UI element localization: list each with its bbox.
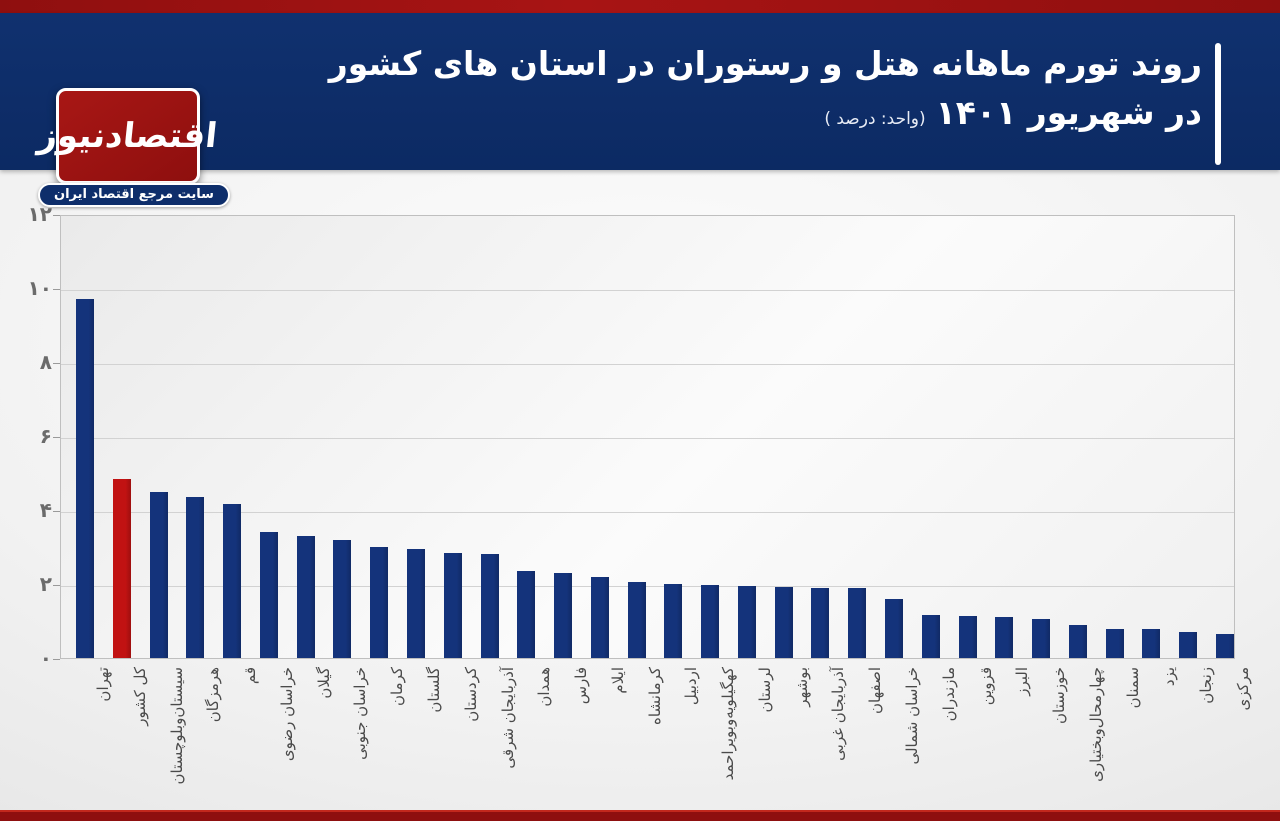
x-tick-label-7: خراسان جنوبی (351, 667, 370, 760)
y-tick-label: ۲ (39, 572, 52, 596)
top-red-strip (0, 0, 1280, 13)
title-accent-bar (1215, 43, 1221, 165)
y-tick-label: ۶ (39, 424, 52, 448)
x-tick-label-29: یزد (1160, 667, 1179, 687)
bar-chart: ۰ ۲ ۴ ۶ ۸ ۱۰ ۱۲ تهران کل کشور سیستان‌وبلوچستان هر… (0, 170, 1280, 812)
bar-3 (186, 497, 205, 658)
x-tick-label-0: تهران (94, 667, 112, 702)
x-tick-label-8: کرمان (388, 667, 407, 707)
gridline (61, 586, 1234, 587)
x-tick-label-1: کل کشور (130, 667, 149, 726)
y-tick-mark (53, 659, 60, 660)
bar-18 (737, 585, 756, 658)
bar-14 (590, 576, 609, 658)
title-month: در شهریور ۱۴۰۱ (935, 92, 1202, 132)
bar-11 (480, 554, 499, 658)
x-tick-label-30: زنجان (1197, 667, 1216, 704)
gridline (61, 290, 1234, 291)
header-banner: روند تورم ماهانه هتل و رستوران در استان … (0, 13, 1280, 170)
bar-7 (333, 539, 352, 658)
x-tick-label-11: آذربایجان شرقی (498, 667, 517, 769)
x-tick-label-2: سیستان‌وبلوچستان (167, 667, 186, 785)
x-tick-label-23: مازندران (939, 667, 958, 722)
title-block: روند تورم ماهانه هتل و رستوران در استان … (329, 40, 1202, 137)
bar-6 (296, 535, 315, 658)
bar-8 (370, 547, 389, 658)
gridline (61, 438, 1234, 439)
bar-17 (701, 585, 720, 658)
x-tick-label-5: خراسان رضوی (277, 667, 296, 762)
bottom-red-strip (0, 810, 1280, 821)
x-tick-label-14: ایلام (608, 667, 627, 694)
bar-0 (76, 299, 94, 658)
x-tick-label-31: مرکزی (1234, 667, 1252, 711)
bar-12 (517, 571, 536, 658)
x-tick-label-13: فارس (572, 667, 591, 705)
bar-20 (811, 587, 830, 658)
y-tick-label: ۰ (39, 646, 52, 670)
bar-25 (995, 616, 1014, 658)
x-tick-label-17: کهگیلویه‌وبویراحمد (719, 667, 738, 781)
y-tick-mark (53, 363, 60, 364)
y-tick-mark (53, 437, 60, 438)
x-tick-label-9: گلستان (424, 667, 443, 713)
bar-1 (112, 478, 131, 658)
bar-4 (223, 504, 242, 658)
x-tick-label-10: کردستان (461, 667, 480, 722)
x-tick-label-12: همدان (535, 667, 554, 707)
y-tick-mark (53, 289, 60, 290)
x-tick-label-24: قزوین (976, 667, 995, 706)
x-tick-label-25: البرز (1013, 667, 1032, 696)
y-tick-mark (53, 215, 60, 216)
y-tick-mark (53, 585, 60, 586)
gridline (61, 512, 1234, 513)
x-tick-label-27: چهارمحال‌وبختیاری (1086, 667, 1105, 782)
x-tick-label-26: خوزستان (1050, 667, 1069, 724)
y-tick-mark (53, 511, 60, 512)
gridline (61, 364, 1234, 365)
eghtesadnews-logo: اقتصادنیوز (36, 88, 220, 184)
bar-29 (1142, 629, 1161, 658)
x-tick-label-18: لرستان (755, 667, 774, 713)
logo-subtitle-badge: سایت مرجع اقتصاد ایران (38, 183, 230, 207)
logo-wordmark: اقتصادنیوز (36, 116, 220, 156)
y-tick-label: ۴ (39, 498, 52, 522)
bar-19 (774, 586, 793, 658)
bar-5 (259, 532, 278, 658)
bar-2 (149, 491, 168, 658)
x-tick-label-6: گیلان (314, 667, 333, 699)
y-tick-label: ۱۲ (27, 202, 52, 226)
bar-13 (554, 572, 573, 658)
bar-30 (1179, 632, 1198, 658)
y-tick-label: ۸ (39, 350, 52, 374)
bar-27 (1068, 624, 1087, 658)
bar-21 (848, 587, 867, 658)
x-tick-label-4: قم (241, 667, 260, 685)
bar-28 (1105, 629, 1124, 658)
plot-area (60, 215, 1235, 659)
bar-9 (406, 548, 425, 658)
x-tick-label-3: هرمزگان (204, 667, 223, 723)
bar-23 (921, 615, 940, 658)
x-tick-label-16: اردبیل (682, 667, 701, 706)
x-tick-label-22: خراسان شمالی (903, 667, 922, 765)
bar-31 (1216, 633, 1234, 658)
title-unit-note: (واحد: درصد ) (824, 108, 926, 129)
bar-22 (885, 598, 904, 658)
x-tick-label-15: کرمانشاه (645, 667, 664, 726)
bar-10 (443, 552, 462, 658)
x-tick-label-19: بوشهر (792, 667, 811, 707)
bar-24 (958, 616, 977, 658)
bar-26 (1032, 619, 1051, 658)
x-tick-label-21: اصفهان (866, 667, 885, 714)
page-title-line2: در شهریور ۱۴۰۱ (واحد: درصد ) (329, 88, 1202, 138)
y-tick-label: ۱۰ (27, 276, 52, 300)
bar-15 (627, 582, 646, 658)
x-tick-label-20: آذربایجان غربی (829, 667, 848, 761)
x-tick-label-28: سمنان (1123, 667, 1142, 709)
page-title-line1: روند تورم ماهانه هتل و رستوران در استان … (328, 44, 1202, 83)
bar-16 (664, 584, 683, 658)
